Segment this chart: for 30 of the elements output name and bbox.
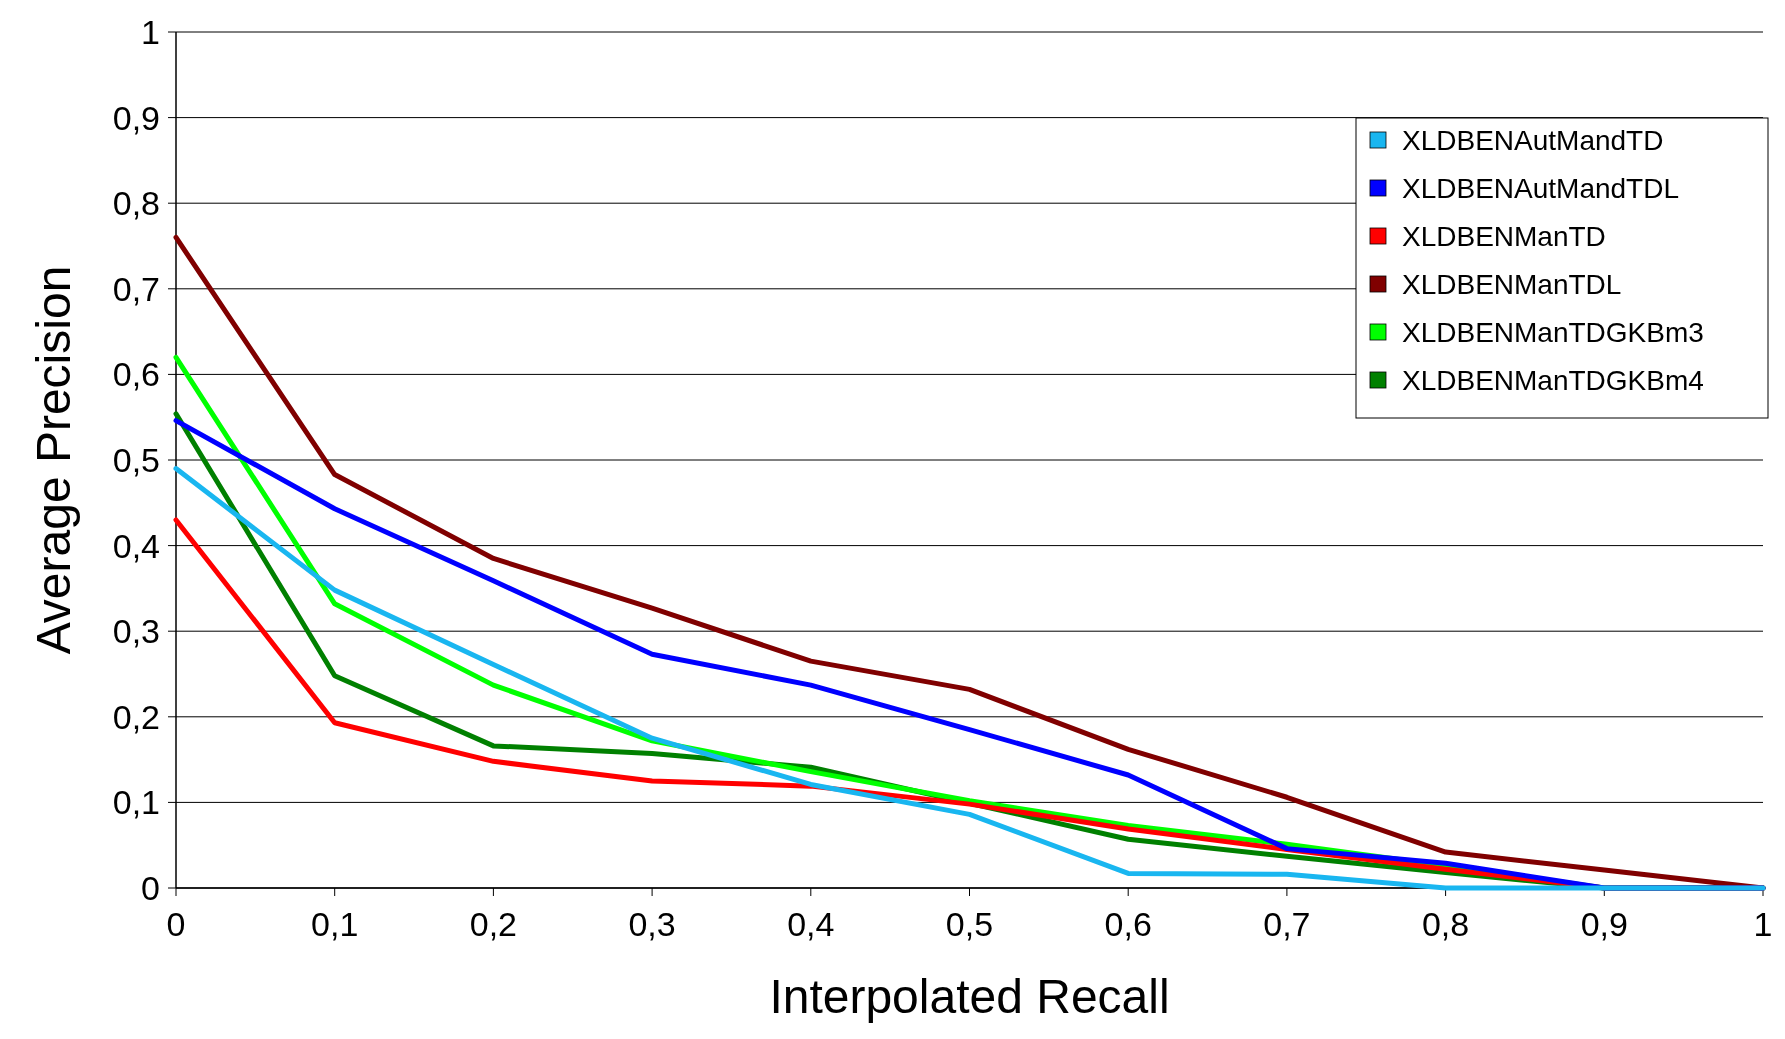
y-tick-label: 0,7	[112, 269, 160, 308]
x-tick-label: 0,4	[787, 905, 835, 943]
legend-label: XLDBENAutMandTD	[1402, 124, 1664, 156]
y-tick-label: 0,5	[112, 440, 160, 479]
x-tick-label: 0,9	[1580, 905, 1628, 943]
x-axis-title: Interpolated Recall	[769, 970, 1170, 1023]
legend-label: XLDBENManTD	[1402, 220, 1606, 252]
x-tick-label: 0,7	[1263, 905, 1311, 943]
x-tick-label: 0,2	[469, 905, 518, 943]
y-tick-label: 0,8	[112, 184, 160, 223]
legend-label: XLDBENManTDGKBm4	[1402, 364, 1704, 396]
x-tick-label: 0,3	[628, 905, 676, 943]
y-axis-title: Average Precision	[27, 265, 80, 655]
x-tick-label: 1	[1753, 905, 1773, 943]
legend-label: XLDBENAutMandTDL	[1402, 172, 1680, 204]
x-tick-label: 0,8	[1421, 905, 1470, 943]
y-tick-label: 1	[141, 12, 160, 51]
y-tick-label: 0,6	[112, 355, 160, 394]
x-tick-label: 0,6	[1104, 905, 1152, 943]
y-tick-label: 0,1	[112, 783, 160, 822]
y-tick-label: 0,9	[112, 98, 160, 137]
legend-label: XLDBENManTDGKBm3	[1402, 316, 1704, 348]
x-tick-label: 0,1	[311, 905, 359, 943]
y-tick-label: 0,4	[112, 526, 160, 565]
y-tick-label: 0,3	[112, 612, 160, 651]
y-tick-label: 0	[141, 868, 160, 907]
x-tick-label: 0,5	[945, 905, 994, 943]
legend-label: XLDBENManTDL	[1402, 268, 1622, 300]
y-tick-label: 0,2	[112, 697, 160, 736]
x-tick-label: 0	[166, 905, 186, 943]
